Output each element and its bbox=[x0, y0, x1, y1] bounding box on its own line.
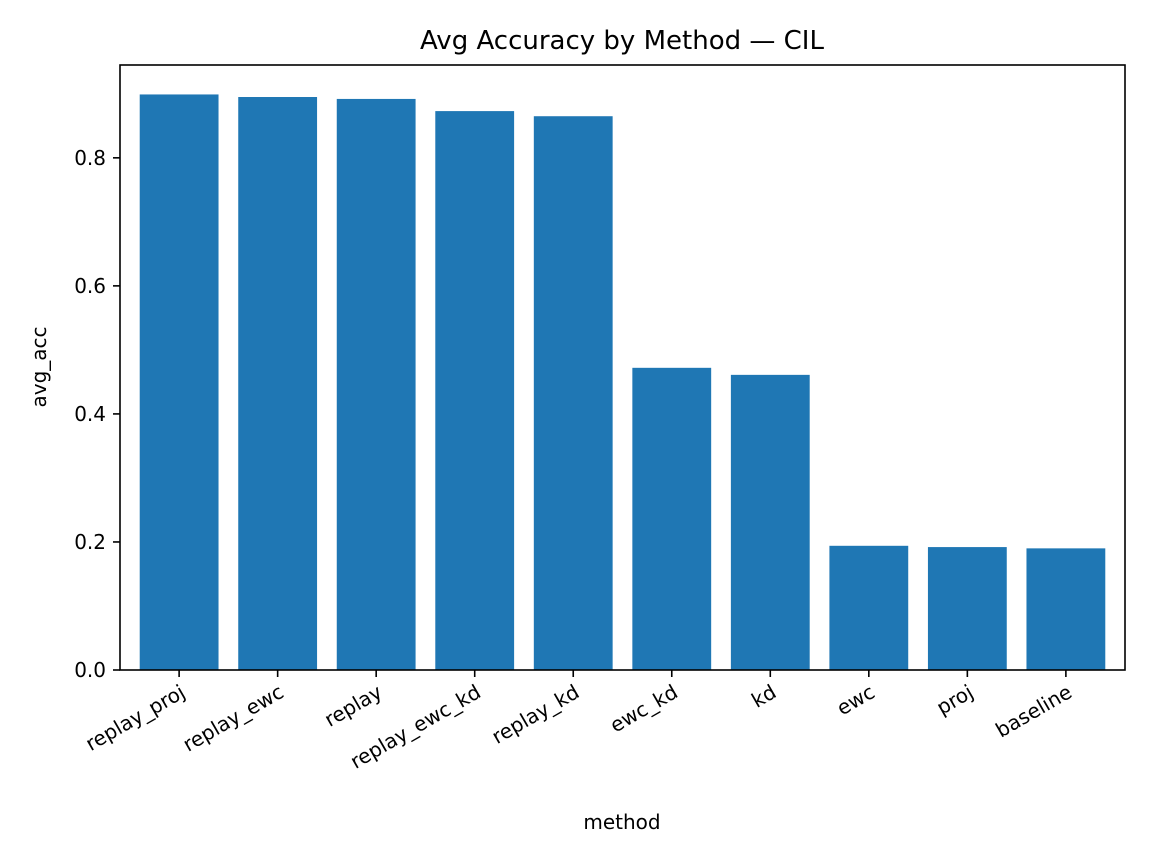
y-tick-label: 0.4 bbox=[74, 402, 106, 426]
bar-baseline bbox=[1026, 548, 1106, 670]
bar-ewc bbox=[829, 545, 909, 670]
chart-title: Avg Accuracy by Method — CIL bbox=[420, 26, 824, 56]
bar-ewc_kd bbox=[632, 367, 712, 670]
y-tick-label: 0.6 bbox=[74, 274, 106, 298]
x-axis-label: method bbox=[583, 810, 660, 834]
y-tick-label: 0.2 bbox=[74, 530, 106, 554]
y-axis-label: avg_acc bbox=[27, 326, 51, 407]
bars-group bbox=[139, 94, 1106, 671]
bar-replay_ewc_kd bbox=[435, 111, 515, 671]
y-tick-label: 0.0 bbox=[74, 658, 106, 682]
plot-frame bbox=[119, 64, 1126, 671]
bar-replay_kd bbox=[533, 116, 613, 671]
y-tick-label: 0.8 bbox=[74, 146, 106, 170]
bar-replay_ewc bbox=[238, 97, 318, 670]
y-axis: 0.0 0.2 0.4 0.6 0.8 bbox=[74, 146, 120, 682]
bar-replay_proj bbox=[139, 94, 219, 670]
bar-kd bbox=[730, 374, 810, 670]
bar-proj bbox=[927, 547, 1007, 670]
bar-replay bbox=[336, 98, 416, 671]
